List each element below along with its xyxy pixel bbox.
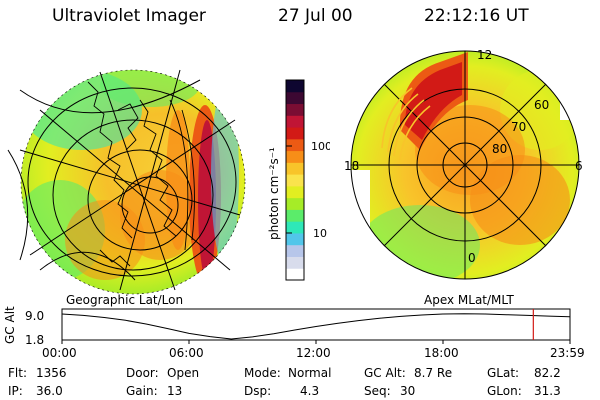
colorbar-swatch (286, 150, 304, 163)
glat-label: GLat: (487, 366, 520, 380)
gc-alt-value: 8.7 Re (414, 366, 453, 380)
mlat-label-70: 70 (511, 120, 526, 134)
mlt-label-6: 6 (575, 159, 583, 173)
mode-label: Mode: (244, 366, 281, 380)
colorbar-swatch (286, 115, 304, 128)
colorbar-swatch (286, 268, 304, 281)
x-tick-1800: 18:00 (424, 346, 459, 360)
colorbar-swatch (286, 221, 304, 234)
gain-value: 13 (167, 384, 183, 398)
seq-value: 30 (400, 384, 416, 398)
y-tick-9: 9.0 (25, 309, 44, 323)
colorbar-swatch (286, 209, 304, 222)
glat-value: 82.2 (534, 366, 561, 380)
glon-value: 31.3 (534, 384, 561, 398)
gc-alt-label: GC Alt: (364, 366, 406, 380)
x-tick-0000: 00:00 (42, 346, 77, 360)
y-tick-1-8: 1.8 (25, 333, 44, 347)
image-time: 22:12:16 UT (424, 6, 529, 26)
gain-label: Gain: (126, 384, 158, 398)
flt-value: 1356 (36, 366, 67, 380)
colorbar-swatch (286, 185, 304, 199)
x-tick-2359: 23:59 (550, 346, 585, 360)
x-tick-1200: 12:00 (296, 346, 331, 360)
colorbar-swatch (286, 80, 304, 93)
seq-label: Seq: (364, 384, 391, 398)
door-label: Door: (126, 366, 159, 380)
colorbar-swatch (286, 174, 304, 187)
colorbar-swatch (286, 103, 304, 116)
altitude-plot: GC Alt 9.0 1.8 (3, 306, 571, 347)
mlt-label-18: 18 (344, 159, 359, 173)
colorbar-swatch (286, 256, 304, 269)
ip-value: 36.0 (36, 384, 63, 398)
colorbar-swatch (286, 162, 304, 175)
colorbar-unit-label: photon cm⁻²s⁻¹ (267, 147, 281, 240)
door-value: Open (167, 366, 200, 380)
colorbar-swatch (286, 138, 304, 152)
mlat-label-60: 60 (534, 98, 549, 112)
image-date: 27 Jul 00 (278, 6, 353, 26)
geographic-label: Geographic Lat/Lon (66, 293, 184, 307)
mlt-label-0: 0 (468, 251, 476, 265)
colorbar-swatch (286, 232, 304, 246)
colorbar-swatch (286, 127, 304, 140)
glon-label: GLon: (487, 384, 522, 398)
mlt-label-12: 12 (477, 48, 492, 62)
colorbar-swatch (286, 244, 304, 257)
x-tick-0600: 06:00 (169, 346, 204, 360)
mlat-label-80: 80 (492, 142, 507, 156)
dsp-value: 4.3 (300, 384, 320, 398)
mode-value: Normal (288, 366, 332, 380)
geographic-image (7, 69, 246, 295)
colorbar-tick-100: 100 (311, 140, 330, 153)
instrument-title: Ultraviolet Imager (52, 6, 206, 26)
colorbar-swatch (286, 197, 304, 210)
colorbar-swatch (286, 91, 304, 105)
altitude-curve (61, 313, 570, 340)
dsp-label: Dsp: (244, 384, 272, 398)
gc-alt-axis-label: GC Alt (3, 306, 17, 344)
flt-label: Flt: (8, 366, 27, 380)
colorbar-tick-10: 10 (313, 227, 327, 240)
apex-label: Apex MLat/MLT (424, 293, 514, 307)
magnetic-image: 12 18 6 0 60 70 80 (344, 48, 583, 280)
ip-label: IP: (8, 384, 23, 398)
colorbar: 100 10 photon cm⁻²s⁻¹ (267, 79, 330, 281)
